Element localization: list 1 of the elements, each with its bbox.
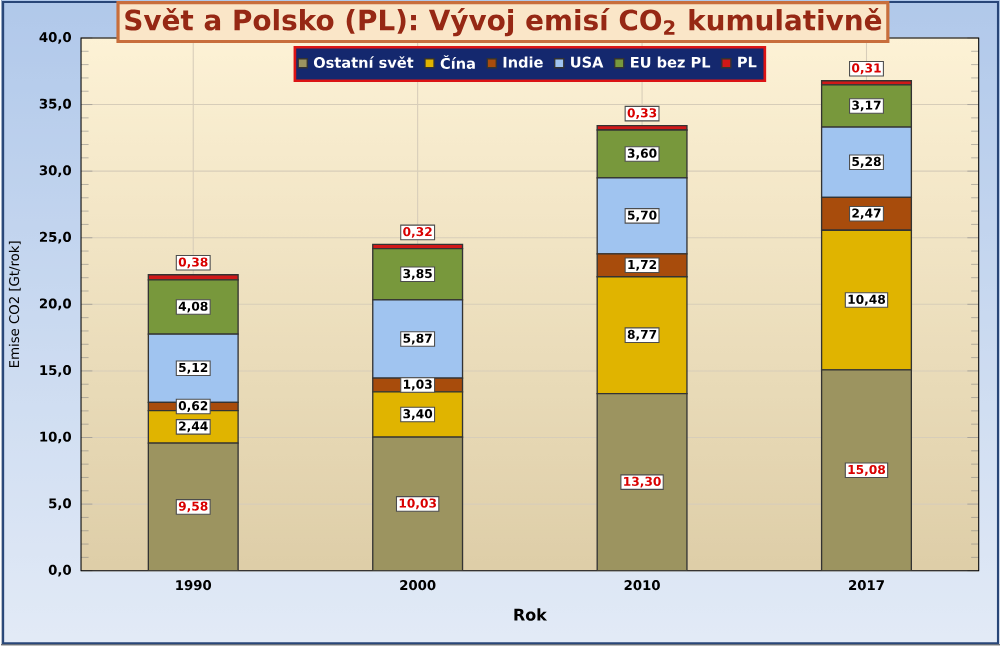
chart-title: Svět a Polsko (PL): Vývoj emisí CO$_{2}$ kumulativně (125, 8, 882, 37)
